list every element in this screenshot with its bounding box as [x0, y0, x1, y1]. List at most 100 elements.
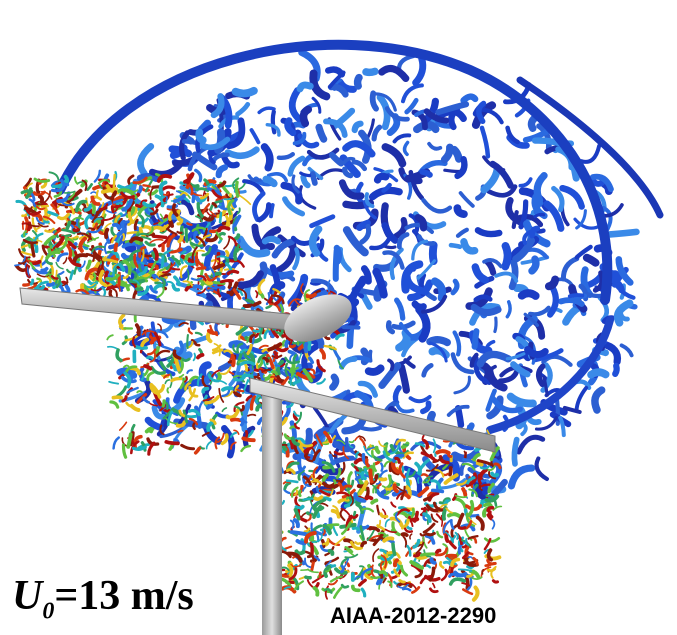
vortex — [137, 325, 139, 334]
vortex — [366, 71, 375, 72]
vortex — [240, 195, 251, 204]
vortex — [239, 372, 243, 374]
vortex — [362, 543, 365, 546]
vortex — [292, 532, 305, 534]
vortex — [112, 206, 113, 211]
vortex — [353, 586, 359, 590]
tower — [262, 385, 282, 635]
vortex — [377, 506, 379, 514]
vortex — [485, 538, 499, 541]
vortex — [114, 175, 115, 187]
vortex — [312, 370, 315, 374]
vortex — [393, 544, 395, 554]
vortex — [332, 155, 341, 163]
vortex — [306, 577, 310, 578]
vortex — [103, 210, 105, 216]
value: =13 m/s — [54, 573, 193, 619]
vortex — [405, 360, 413, 367]
vortex — [220, 233, 224, 234]
vortex — [418, 478, 419, 483]
vortex — [457, 208, 464, 214]
vortex — [444, 474, 448, 475]
vortex — [305, 559, 310, 568]
vortex — [399, 235, 407, 247]
vortex — [237, 390, 243, 392]
vortex — [258, 398, 261, 402]
vortex — [438, 104, 466, 112]
vortex — [423, 403, 429, 411]
vortex — [273, 112, 274, 133]
vortex — [260, 346, 268, 349]
vortex — [65, 192, 75, 193]
vortex — [306, 344, 307, 352]
vortex — [22, 245, 27, 247]
vortex — [245, 304, 255, 306]
vortex — [260, 335, 262, 339]
vortex — [23, 215, 27, 216]
vortex — [358, 78, 359, 86]
vortex — [422, 554, 435, 555]
vortex — [475, 267, 485, 280]
vortex — [166, 442, 178, 444]
vortex — [532, 259, 536, 271]
vortex — [159, 176, 171, 181]
vortex — [458, 230, 467, 236]
vortex — [218, 290, 220, 297]
vortex — [424, 516, 426, 520]
vortex — [152, 164, 180, 174]
vortex — [440, 562, 443, 567]
vortex — [109, 382, 118, 384]
vortex — [295, 424, 299, 428]
vortex — [491, 567, 495, 578]
vortex — [313, 174, 315, 183]
vortex — [162, 257, 163, 267]
vortex — [114, 225, 119, 228]
vortex — [76, 220, 77, 226]
vortex — [367, 497, 372, 498]
vortex — [335, 452, 343, 454]
vortex — [389, 360, 393, 369]
vortex — [321, 350, 324, 357]
vortex — [493, 520, 495, 529]
vortex — [399, 333, 407, 348]
vortex — [437, 532, 442, 537]
vortex — [325, 336, 329, 339]
vortex — [48, 284, 54, 285]
vortex — [42, 206, 48, 207]
vortex — [315, 497, 321, 499]
vortex — [432, 514, 438, 522]
vortex — [237, 182, 238, 196]
vortex — [335, 351, 340, 359]
vortex — [355, 124, 361, 130]
vortex — [112, 288, 117, 296]
vortex — [410, 518, 417, 520]
vortex — [172, 269, 180, 270]
vortex — [265, 239, 278, 241]
vortex — [382, 69, 406, 79]
vortex — [459, 569, 471, 571]
vortex — [208, 333, 211, 341]
vortex — [402, 367, 407, 390]
vortex — [32, 194, 34, 200]
vortex — [376, 461, 380, 463]
vortex — [305, 295, 315, 297]
vortex — [412, 509, 414, 517]
vortex — [395, 135, 410, 141]
vortex — [25, 179, 31, 187]
citation: AIAA-2012-2290 — [330, 603, 496, 629]
vortex — [370, 470, 371, 481]
vortex — [180, 375, 184, 377]
vortex — [243, 438, 253, 440]
vortex — [560, 418, 564, 435]
vortex — [242, 446, 250, 451]
vortex — [187, 370, 192, 373]
vortex — [449, 514, 460, 516]
vortex — [492, 474, 497, 476]
vortex — [514, 212, 517, 227]
vortex — [327, 525, 338, 526]
vortex — [422, 172, 430, 175]
vortex — [505, 246, 507, 267]
vortex — [331, 87, 345, 94]
vortex — [143, 185, 149, 186]
vortex — [124, 276, 128, 278]
